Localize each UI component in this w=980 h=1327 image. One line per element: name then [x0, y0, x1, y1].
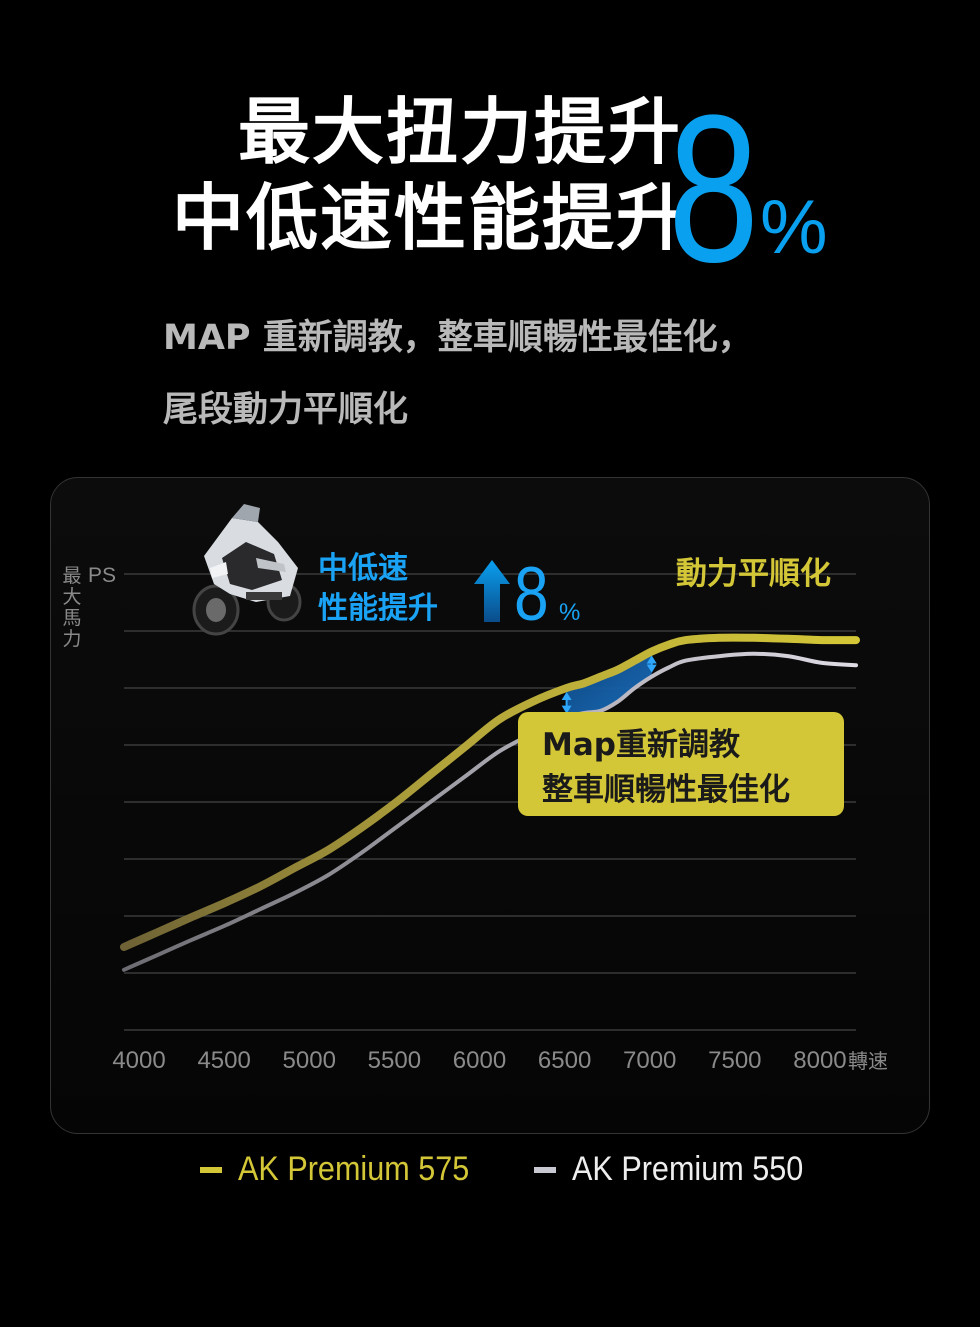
- gain-label-line-2: 性能提升: [318, 591, 438, 626]
- headline-number: 8: [668, 71, 760, 306]
- y-axis-unit: PS: [88, 564, 116, 587]
- x-tick-label: 7500: [708, 1047, 761, 1074]
- series-line-575: [120, 633, 860, 951]
- callout-box: [518, 712, 844, 816]
- y-axis-label-char: 最: [62, 565, 81, 587]
- up-arrow-icon: [474, 560, 510, 622]
- subtitle: MAP 重新調教，整車順暢性最佳化， 尾段動力平順化: [163, 302, 863, 446]
- x-tick-label: 8000: [793, 1047, 846, 1074]
- subtitle-line-1: MAP 重新調教，整車順暢性最佳化，: [163, 318, 753, 358]
- x-tick-label: 4000: [112, 1047, 165, 1074]
- x-tick-label: 4500: [197, 1047, 250, 1074]
- legend-label-575: AK Premium 575: [238, 1150, 470, 1188]
- x-tick-label: 5500: [368, 1047, 421, 1074]
- gain-label-line-1: 中低速: [318, 551, 408, 586]
- headline-percent: %: [760, 185, 828, 270]
- x-tick-label: 7000: [623, 1047, 676, 1074]
- headline-line-1: 最大扭力提升: [238, 90, 683, 174]
- headline-line-2: 中低速性能提升: [172, 176, 691, 260]
- y-axis-label-char: 大: [62, 586, 81, 608]
- gain-arrow-head-down: [561, 705, 572, 714]
- x-tick-label: 6500: [538, 1047, 591, 1074]
- gain-percent: %: [559, 599, 580, 626]
- smooth-label: 動力平順化: [676, 556, 831, 592]
- motorcycle-image: [186, 498, 306, 638]
- legend-swatch-550: [534, 1166, 556, 1173]
- legend: AK Premium 575 AK Premium 550: [200, 1150, 840, 1194]
- x-tick-label: 5000: [283, 1047, 336, 1074]
- legend-item-575: AK Premium 575: [200, 1150, 495, 1189]
- gain-arrow-head-up: [646, 655, 657, 664]
- y-axis-label-char: 力: [62, 628, 81, 650]
- gain-arrow-head-up: [561, 692, 572, 700]
- gain-number: 8: [514, 551, 549, 636]
- legend-item-550: AK Premium 550: [534, 1150, 829, 1189]
- x-axis-label: 轉速: [848, 1049, 888, 1073]
- callout-line-2: 整車順暢性最佳化: [542, 772, 790, 808]
- gain-arrow-head-down: [646, 664, 657, 673]
- x-tick-label: 6000: [453, 1047, 506, 1074]
- legend-swatch-575: [200, 1166, 222, 1173]
- subtitle-line-2: 尾段動力平順化: [163, 390, 409, 430]
- gain-area: [566, 651, 652, 718]
- callout-line-1: Map重新調教: [542, 727, 740, 763]
- y-axis-label-char: 馬: [62, 607, 81, 629]
- headline: 最大扭力提升 中低速性能提升 8 %: [0, 84, 980, 294]
- legend-label-550: AK Premium 550: [572, 1150, 804, 1188]
